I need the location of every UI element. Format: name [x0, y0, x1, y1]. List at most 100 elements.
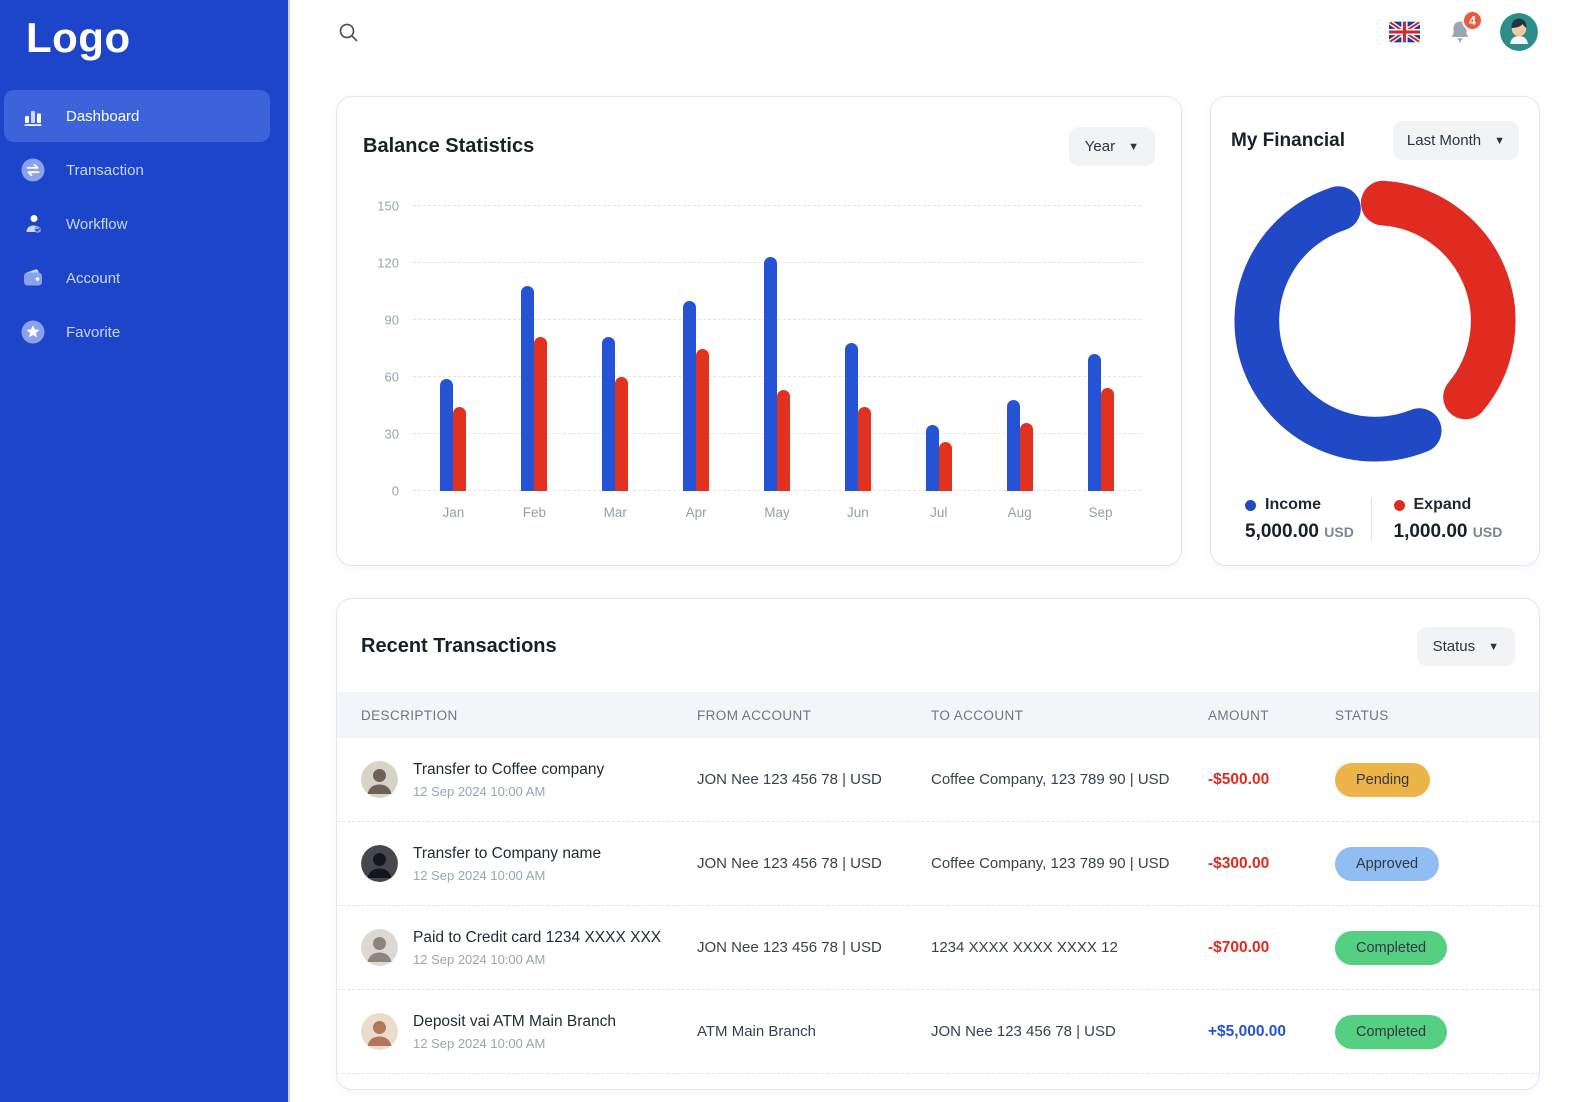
legend-expand: Expand 1,000.00 USD: [1372, 496, 1520, 543]
x-axis-label: Jul: [930, 505, 948, 520]
from-account: JON Nee 123 456 78 | USD: [697, 771, 882, 788]
sidebar-item-dashboard[interactable]: Dashboard: [4, 90, 270, 142]
donut-legend: Income 5,000.00 USD Expand: [1231, 496, 1519, 543]
income-bar: [683, 301, 697, 491]
transaction-description: Deposit vai ATM Main Branch: [413, 1012, 617, 1030]
income-bar: [764, 257, 777, 491]
topbar: 4: [290, 0, 1590, 64]
gridline: 120: [377, 256, 1141, 271]
income-donut-segment: [1234, 186, 1442, 462]
search-icon[interactable]: [338, 22, 359, 43]
expand-dot-icon: [1393, 499, 1405, 511]
transactions-table: DESCRIPTION FROM ACCOUNT TO ACCOUNT AMOUNT S…: [337, 692, 1539, 1074]
transaction-amount: -$500.00: [1208, 770, 1270, 788]
expand-bar: [534, 337, 548, 491]
sidebar-item-label: Transaction: [66, 161, 144, 179]
description-cell: Paid to Credit card 1234 XXXX XXX 12 Sep …: [361, 929, 697, 967]
transaction-row[interactable]: Transfer to Company name 12 Sep 2024 10:0…: [337, 822, 1539, 906]
status-badge: Approved: [1335, 846, 1440, 881]
workflow-icon: [20, 211, 46, 237]
income-value: 5,000.00 USD: [1245, 521, 1354, 542]
x-axis-label: Aug: [1007, 505, 1032, 520]
x-axis-label: May: [764, 505, 790, 520]
transaction-row[interactable]: Paid to Credit card 1234 XXXX XXX 12 Sep …: [337, 906, 1539, 990]
to-account: Coffee Company, 123 789 90 | USD: [931, 855, 1170, 872]
transaction-datetime: 12 Sep 2024 10:00 AM: [413, 1035, 546, 1051]
transaction-datetime: 12 Sep 2024 10:00 AM: [413, 867, 546, 883]
transaction-row[interactable]: Deposit vai ATM Main Branch 12 Sep 2024 1…: [337, 990, 1539, 1074]
dashboard-icon: [20, 103, 46, 129]
transaction-description: Paid to Credit card 1234 XXXX XXX: [413, 928, 662, 946]
transaction-amount: +$5,000.00: [1208, 1022, 1287, 1040]
x-axis-label: Apr: [685, 505, 707, 520]
to-account: Coffee Company, 123 789 90 | USD: [931, 771, 1170, 788]
bar-group-feb[interactable]: Feb: [494, 206, 575, 520]
balance-statistics-title: Balance Statistics: [363, 135, 535, 157]
status-badge: Completed: [1335, 1014, 1448, 1049]
transaction-description: Transfer to Coffee company: [413, 760, 605, 778]
recent-transactions-title: Recent Transactions: [361, 635, 557, 657]
period-filter-dropdown[interactable]: Last Month ▼: [1392, 121, 1519, 160]
expand-donut-segment: [1360, 180, 1516, 420]
sidebar-item-label: Workflow: [66, 215, 128, 233]
app-logo: Logo: [26, 14, 131, 61]
bar-group-may[interactable]: May: [737, 206, 818, 520]
from-account: ATM Main Branch: [697, 1023, 816, 1040]
sidebar-item-label: Favorite: [66, 323, 121, 341]
sidebar-item-favorite[interactable]: Favorite: [4, 306, 270, 358]
transaction-row[interactable]: Transfer to Coffee company 12 Sep 2024 10…: [337, 738, 1539, 822]
income-bar: [925, 424, 939, 491]
bell-icon[interactable]: 4: [1448, 10, 1483, 45]
user-avatar[interactable]: [1500, 13, 1538, 51]
transaction-datetime: 12 Sep 2024 10:00 AM: [413, 951, 546, 967]
sidebar-item-account[interactable]: Account: [4, 252, 270, 304]
transaction-avatar: [361, 761, 398, 798]
status-badge: Completed: [1335, 930, 1448, 965]
balance-chart-plot: 0 30 60 90 120 150 Jan Feb Mar Apr May Jun Jul Aug Sep: [377, 199, 1141, 520]
expand-bar: [615, 377, 629, 491]
status-filter-label: Status: [1432, 638, 1476, 655]
legend-divider: [1370, 498, 1372, 541]
column-header: FROM ACCOUNT: [697, 707, 812, 723]
year-filter-dropdown[interactable]: Year ▼: [1068, 127, 1155, 166]
transaction-avatar: [361, 1013, 398, 1050]
expand-bar: [1019, 422, 1033, 491]
expand-label: Expand: [1413, 496, 1472, 513]
description-cell: Transfer to Company name 12 Sep 2024 10:0…: [361, 845, 697, 883]
chevron-down-icon: ▼: [1488, 640, 1499, 653]
bar-group-apr[interactable]: Apr: [656, 206, 737, 520]
sidebar-item-transaction[interactable]: Transaction: [4, 144, 270, 196]
bar-group-jun[interactable]: Jun: [817, 206, 898, 520]
main-area: 4 Balance Statistics Year ▼: [290, 0, 1590, 1102]
column-header: STATUS: [1335, 707, 1389, 723]
bar-group-aug[interactable]: Aug: [979, 206, 1060, 520]
expand-bar: [938, 441, 952, 491]
status-filter-dropdown[interactable]: Status ▼: [1416, 627, 1515, 666]
income-bar: [1006, 399, 1020, 491]
balance-statistics-card: Balance Statistics Year ▼ 0 30 60 90 120 150 J…: [336, 96, 1182, 566]
x-axis-label: Sep: [1088, 505, 1113, 520]
expand-bar: [777, 390, 790, 491]
x-axis-label: Mar: [603, 505, 627, 520]
gridline: 150: [377, 199, 1141, 214]
uk-flag-icon[interactable]: [1389, 21, 1420, 43]
y-axis-tick: 0: [391, 483, 399, 499]
sidebar-item-workflow[interactable]: Workflow: [4, 198, 270, 250]
bar-group-jul[interactable]: Jul: [898, 206, 979, 520]
description-cell: Transfer to Coffee company 12 Sep 2024 10…: [361, 761, 697, 799]
transaction-icon: [20, 157, 46, 183]
transactions-table-body: Transfer to Coffee company 12 Sep 2024 10…: [337, 738, 1539, 1074]
from-account: JON Nee 123 456 78 | USD: [697, 855, 882, 872]
notification-badge: 4: [1462, 10, 1483, 31]
year-filter-label: Year: [1084, 138, 1116, 155]
bar-group-jan[interactable]: Jan: [413, 206, 494, 520]
legend-income: Income 5,000.00 USD: [1231, 496, 1371, 543]
description-cell: Deposit vai ATM Main Branch 12 Sep 2024 1…: [361, 1013, 697, 1051]
bar-group-mar[interactable]: Mar: [575, 206, 656, 520]
favorite-icon: [20, 319, 46, 345]
from-account: JON Nee 123 456 78 | USD: [697, 939, 882, 956]
income-bar: [521, 285, 535, 491]
transactions-table-header: DESCRIPTION FROM ACCOUNT TO ACCOUNT AMOUNT S…: [337, 692, 1539, 738]
bar-group-sep[interactable]: Sep: [1060, 206, 1141, 520]
